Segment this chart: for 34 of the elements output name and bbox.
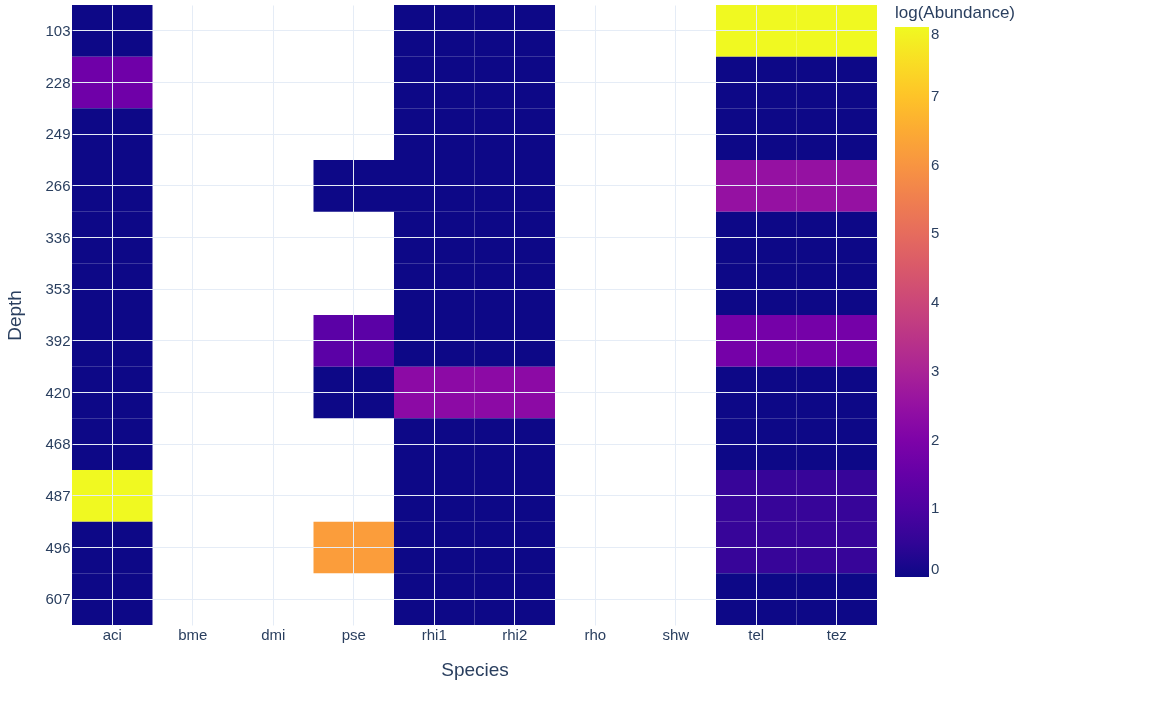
y-tick-label: 228 xyxy=(45,73,71,91)
color-bar-label: 3 xyxy=(931,361,940,379)
y-tick-label: 420 xyxy=(45,383,71,401)
color-bar-title: log(Abundance) xyxy=(895,3,1016,22)
x-tick-label: rhi1 xyxy=(421,625,447,643)
y-tick-label: 266 xyxy=(45,176,71,194)
y-tick-label: 468 xyxy=(45,435,71,453)
y-tick-label: 103 xyxy=(45,21,71,39)
x-tick-label: aci xyxy=(102,625,122,643)
x-tick-label: rho xyxy=(584,625,607,643)
x-tick-label: tez xyxy=(826,625,847,643)
y-tick-label: 496 xyxy=(45,538,71,556)
x-tick-label: shw xyxy=(662,625,690,643)
y-tick-label: 487 xyxy=(45,486,71,504)
y-tick-label: 249 xyxy=(45,125,71,143)
y-tick-label: 392 xyxy=(45,331,71,349)
y-tick-label: 607 xyxy=(45,590,71,608)
x-tick-label: dmi xyxy=(261,625,286,643)
color-bar-label: 4 xyxy=(931,293,940,310)
x-tick-label: tel xyxy=(748,625,765,643)
x-axis-title: Species xyxy=(441,658,509,680)
x-tick-label: pse xyxy=(341,625,366,643)
color-bar-label: 0 xyxy=(931,560,940,577)
y-tick-label: 336 xyxy=(45,228,71,246)
x-tick-label: rhi2 xyxy=(502,625,528,643)
y-tick-label: 353 xyxy=(45,280,71,298)
color-bar-label: 6 xyxy=(931,155,940,173)
color-bar-label: 5 xyxy=(931,224,940,242)
color-bar-label: 7 xyxy=(931,86,940,104)
y-axis-title: Depth xyxy=(4,290,26,341)
color-bar-label: 1 xyxy=(931,499,940,517)
color-bar-label: 8 xyxy=(931,25,940,42)
x-tick-label: bme xyxy=(178,625,208,643)
color-bar-label: 2 xyxy=(931,430,940,448)
